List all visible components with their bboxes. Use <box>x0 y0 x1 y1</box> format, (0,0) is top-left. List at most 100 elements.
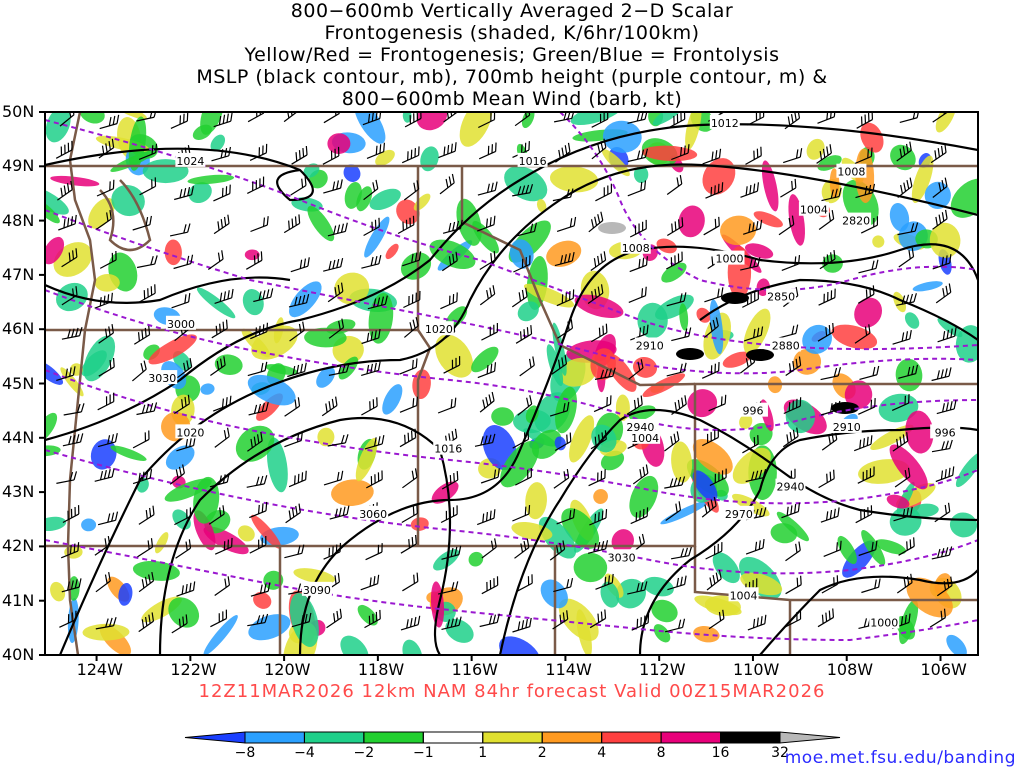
wind-barb <box>213 112 233 128</box>
wind-barb <box>590 430 607 450</box>
title-line: Frontogenesis (shaded, K/6hr/100km) <box>324 22 700 44</box>
shading-cell <box>79 112 105 124</box>
wind-barb <box>555 142 571 163</box>
shading-cell <box>554 436 566 451</box>
shading-cell <box>83 335 116 382</box>
lon-label: 108W <box>826 660 874 679</box>
shading-cell <box>289 593 319 647</box>
wind-barb <box>894 467 911 488</box>
wind-barb <box>743 219 763 235</box>
wind-barb <box>512 430 530 449</box>
shading-cell <box>955 452 978 488</box>
wind-barb <box>138 505 155 525</box>
wind-barb <box>857 285 875 304</box>
shading-cell <box>327 133 351 155</box>
wind-barb <box>859 365 880 380</box>
wind-barb <box>821 575 839 594</box>
shading-cell <box>400 252 432 280</box>
shading-cell <box>251 514 282 549</box>
shading-cell <box>749 422 773 446</box>
shading-cell <box>45 112 71 143</box>
wind-barb <box>96 210 112 230</box>
wind-barb <box>588 211 604 233</box>
wind-barb <box>56 471 78 484</box>
shading-cell <box>471 346 499 373</box>
wind-barb <box>328 318 345 339</box>
shading-cell <box>911 155 934 203</box>
wind-barb <box>705 542 723 560</box>
wind-barb <box>208 505 225 525</box>
wind-barb <box>936 576 953 597</box>
wind-barb <box>898 364 919 379</box>
wind-barb <box>740 257 761 271</box>
wind-barb <box>552 610 569 630</box>
colorbar-tick-label: −4 <box>294 745 315 761</box>
wind-barb <box>476 509 496 526</box>
shading-cell <box>82 623 130 641</box>
shading-cell <box>340 635 369 655</box>
shading-cell <box>511 521 553 541</box>
wind-barb <box>403 290 421 309</box>
wind-barb <box>288 294 310 308</box>
wind-barb <box>931 439 953 453</box>
shading-cell <box>369 188 401 211</box>
wind-barb <box>512 184 534 197</box>
wind-barb <box>322 146 340 165</box>
wind-barb <box>441 616 462 630</box>
lon-label: 114W <box>545 660 592 679</box>
wind-barb <box>169 464 185 485</box>
colorbar-arrow-right <box>779 731 841 744</box>
shading-cell <box>382 384 403 415</box>
wind-barb <box>285 503 301 524</box>
wind-barb <box>361 254 382 269</box>
wind-barb <box>745 538 765 555</box>
contour-label-bg <box>831 418 862 433</box>
wind-barb <box>897 222 919 236</box>
shading-cell <box>905 410 934 454</box>
lon-label: 118W <box>357 660 405 679</box>
wind-barb <box>778 324 799 339</box>
wind-barb <box>668 112 686 129</box>
wind-barb <box>701 362 720 379</box>
contour-label-bg <box>358 505 389 520</box>
colorbar-segment <box>660 731 722 744</box>
colorbar-arrow-left <box>184 731 246 744</box>
wind-barb <box>211 319 228 339</box>
shading-cell <box>317 427 335 447</box>
wind-barb <box>898 247 915 268</box>
contour-label: 1012 <box>711 117 739 130</box>
wind-barb <box>207 250 224 270</box>
colorbar-tick-label: −2 <box>353 745 375 761</box>
colorbar-tick-label: 32 <box>771 745 789 761</box>
colorbar-tick-label: 1 <box>478 745 488 761</box>
shading-cell <box>641 145 698 162</box>
wind-barb <box>328 363 350 376</box>
wind-barb <box>365 543 383 561</box>
wind-barb <box>173 394 190 415</box>
wind-barb <box>136 402 158 416</box>
wind-barb <box>626 395 643 415</box>
wind-barb <box>170 112 189 129</box>
wind-barb <box>742 435 759 454</box>
mslp-labels: 1024 1016 1012 1008 1004 1008 1000 1020 1020 1016… <box>175 114 961 629</box>
wind-barb <box>553 578 574 593</box>
lat-label: 47N <box>2 264 35 284</box>
shading-cell <box>111 184 145 217</box>
contour-label: 1000 <box>870 616 898 629</box>
shading-cell <box>168 597 200 628</box>
wind-barb <box>481 322 499 341</box>
contour-label-bg <box>723 505 754 520</box>
wind-barb <box>556 508 576 525</box>
contour-label: 996 <box>935 426 956 439</box>
lon-label: 122W <box>170 660 217 679</box>
wind-barb <box>627 112 648 124</box>
wind-barb <box>56 366 76 381</box>
shading-cell <box>910 503 939 518</box>
wind-barb <box>703 216 720 236</box>
shading-cell <box>600 581 620 608</box>
wind-barb <box>854 147 873 165</box>
shading-cell <box>416 112 448 131</box>
wind-barb <box>595 183 613 202</box>
wind-barb <box>702 428 719 447</box>
wind-barb <box>171 614 188 634</box>
